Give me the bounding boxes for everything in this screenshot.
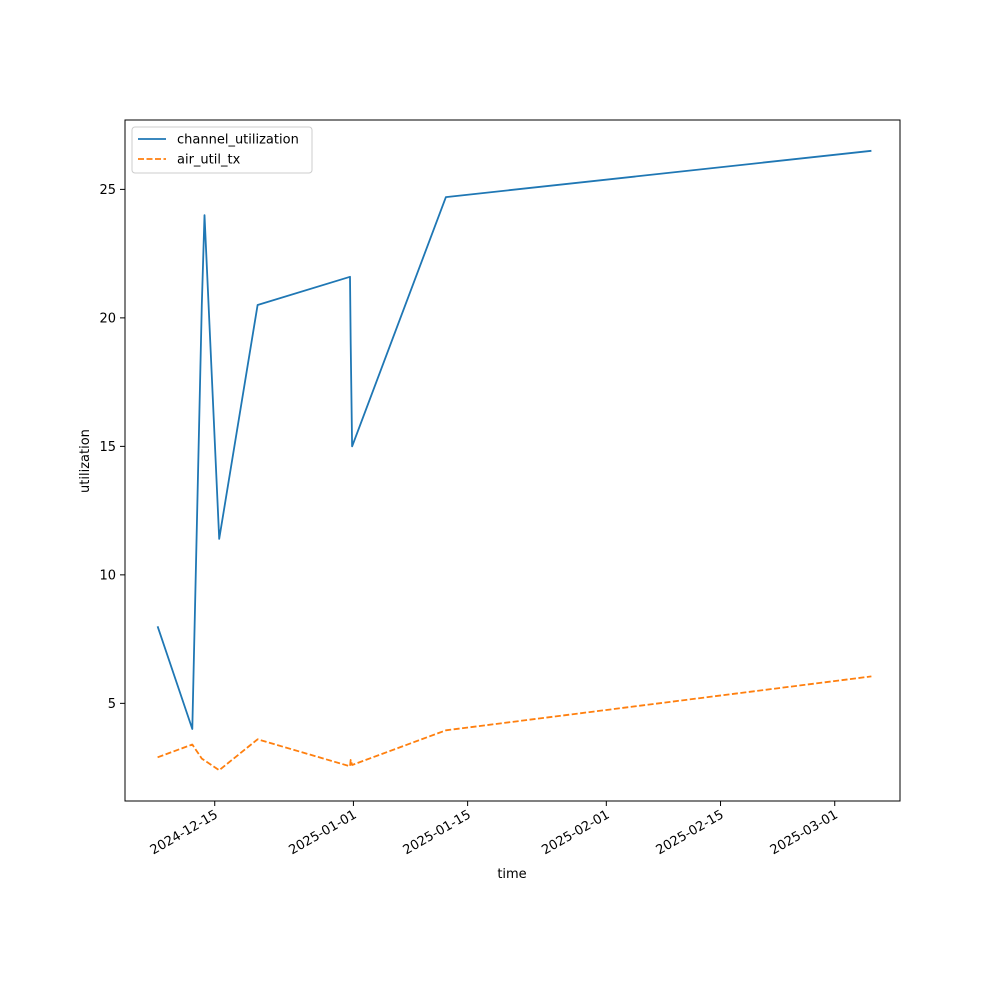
plot-frame — [124, 119, 901, 802]
legend-box — [131, 126, 313, 174]
legend-label: air_util_tx — [177, 153, 241, 168]
y-tick-label: 20 — [99, 311, 116, 326]
y-tick-label: 25 — [99, 183, 116, 198]
plot-lines — [156, 149, 872, 772]
y-tick-label: 10 — [99, 568, 116, 583]
y-axis-label: utilization — [78, 429, 93, 493]
series-line-channel-utilization — [156, 149, 872, 730]
legend-label: channel_utilization — [177, 133, 299, 148]
y-tick-label: 5 — [108, 697, 116, 712]
y-axis: 5 10 15 20 25 — [99, 183, 125, 712]
y-tick-label: 15 — [99, 440, 116, 455]
series-line-air-util-tx — [157, 675, 872, 772]
legend: channel_utilization air_util_tx — [131, 126, 313, 174]
x-axis-label: time — [497, 867, 526, 882]
